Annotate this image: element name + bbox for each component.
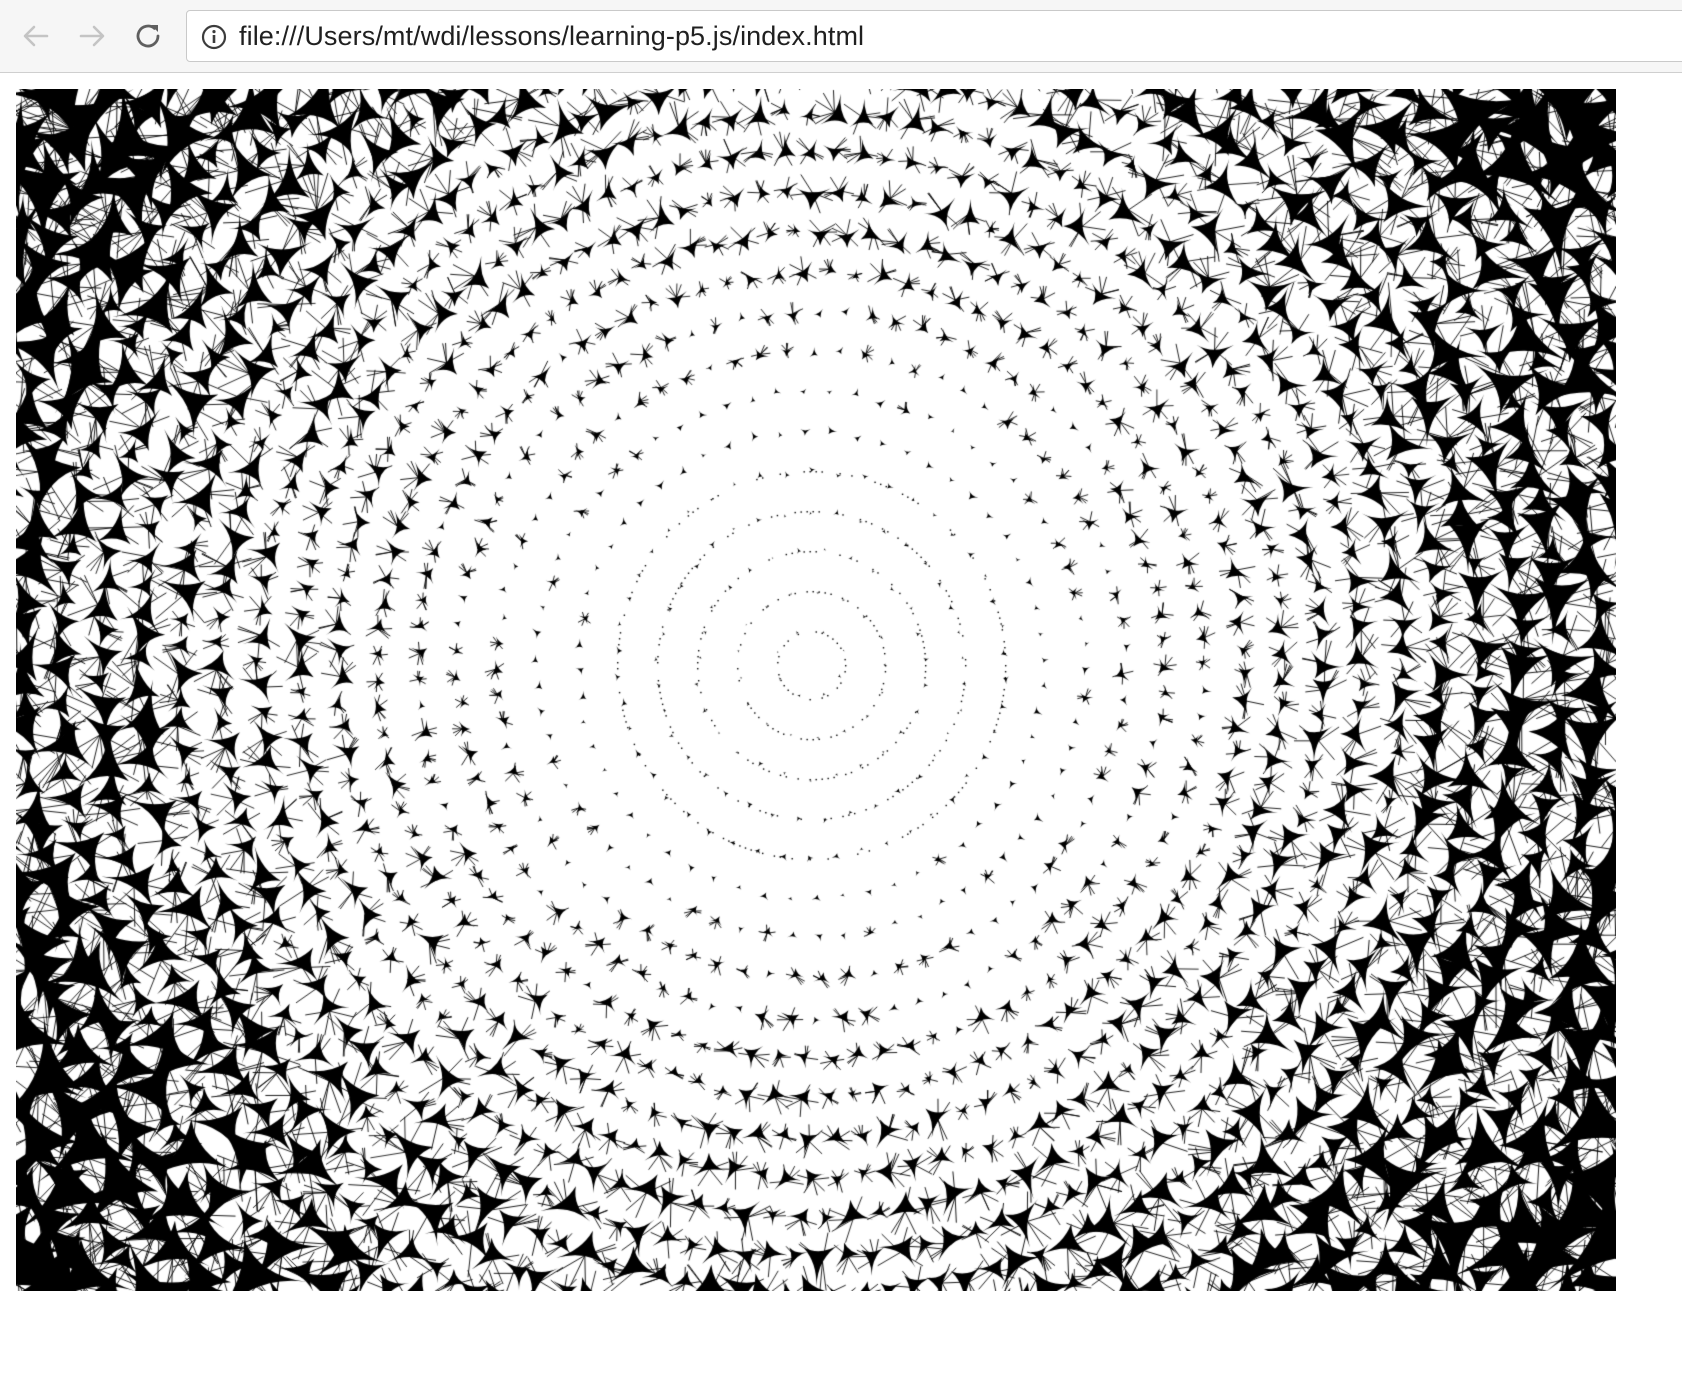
address-bar[interactable]: file:///Users/mt/wdi/lessons/learning-p5… xyxy=(186,10,1682,62)
reload-button[interactable] xyxy=(128,16,168,56)
info-circle-icon[interactable] xyxy=(201,24,227,50)
page-viewport xyxy=(0,73,1682,1374)
reload-icon xyxy=(136,24,160,48)
back-button[interactable] xyxy=(16,16,56,56)
p5-sketch-canvas[interactable] xyxy=(16,89,1616,1291)
browser-toolbar: file:///Users/mt/wdi/lessons/learning-p5… xyxy=(0,0,1682,73)
arrow-right-icon xyxy=(79,25,105,47)
forward-button[interactable] xyxy=(72,16,112,56)
arrow-left-icon xyxy=(23,25,49,47)
url-text[interactable]: file:///Users/mt/wdi/lessons/learning-p5… xyxy=(239,21,865,51)
